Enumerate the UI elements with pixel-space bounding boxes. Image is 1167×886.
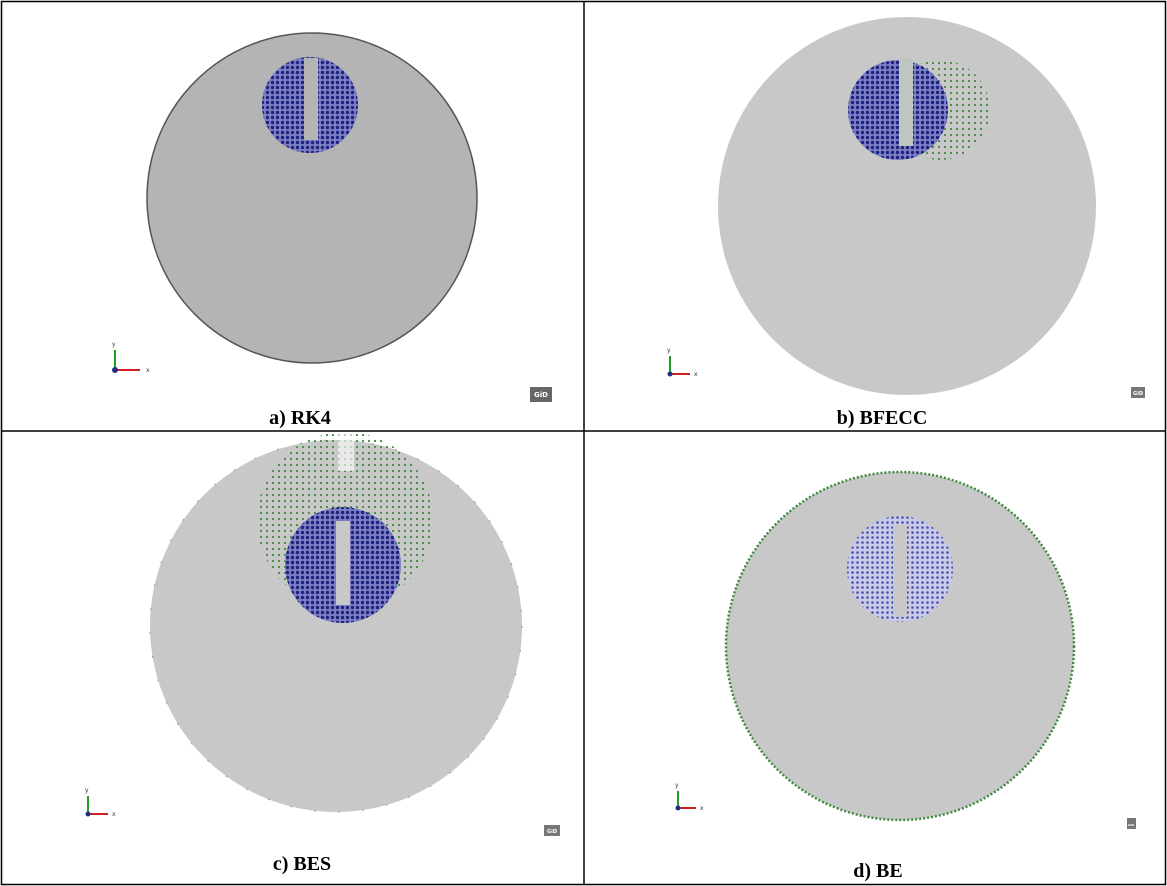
slot: [899, 58, 913, 146]
caption: c) BES: [273, 853, 331, 875]
axis-label: y: [85, 787, 89, 794]
logo-text: GiD: [547, 829, 557, 835]
slot: [336, 521, 350, 605]
panel: x y GiD c) BES: [85, 432, 560, 875]
logo-text: GiD: [1128, 823, 1134, 827]
axis-triad: x y: [667, 347, 698, 378]
axis-label: y: [112, 341, 116, 348]
axis-triad: x y: [85, 787, 116, 818]
slot: [304, 58, 318, 140]
panel: x y GiD d) BE: [675, 472, 1136, 882]
axis-label: x: [146, 367, 150, 374]
axis-label: y: [667, 347, 671, 354]
axis-label: x: [700, 805, 704, 812]
caption: a) RK4: [269, 407, 331, 429]
slot: [893, 525, 907, 617]
axis-triad: x y: [112, 341, 150, 374]
axis-label: y: [675, 782, 679, 789]
axis-triad: x y: [675, 782, 704, 812]
page: x y GiD a) RK4 x y GiD b) BFECC: [0, 0, 1167, 886]
logo-text: GiD: [534, 391, 548, 399]
panel: x y GiD b) BFECC: [667, 17, 1145, 429]
logo-text: GiD: [1133, 391, 1143, 397]
slot: [338, 433, 354, 471]
figure: x y GiD a) RK4 x y GiD b) BFECC: [0, 0, 1167, 886]
axis-label: x: [112, 811, 116, 818]
axis-label: x: [694, 371, 698, 378]
caption: d) BE: [853, 860, 902, 882]
caption: b) BFECC: [837, 407, 928, 429]
panel: x y GiD a) RK4: [112, 33, 552, 429]
slotted-disk: [848, 60, 948, 160]
